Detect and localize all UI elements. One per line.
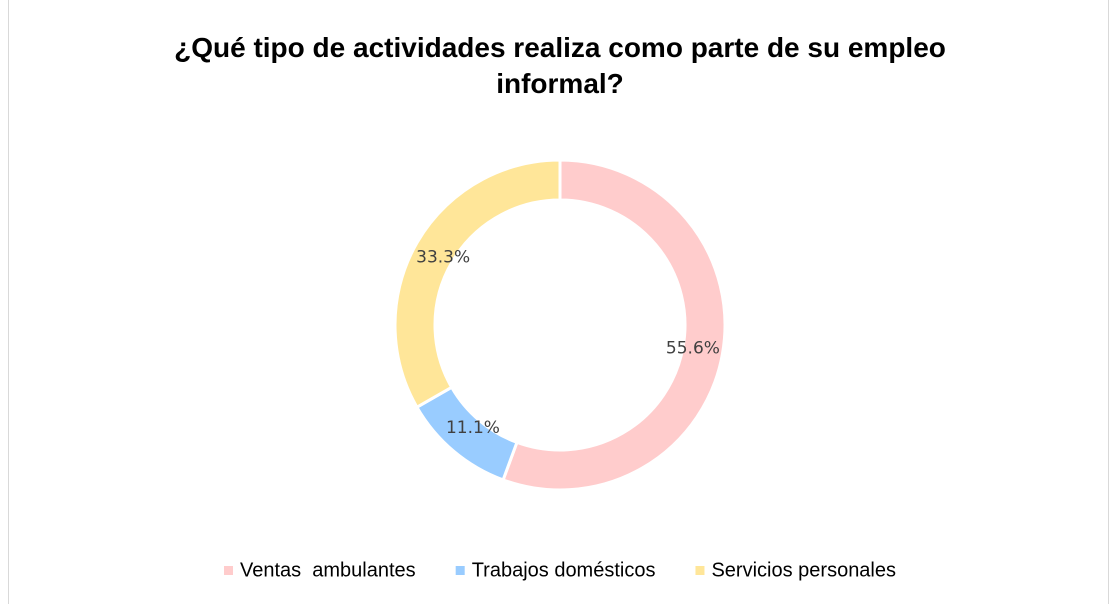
legend-label: Ventas ambulantes <box>240 559 416 581</box>
data-label: 55.6% <box>666 339 720 359</box>
legend-label: Servicios personales <box>711 559 896 581</box>
legend-marker <box>455 566 465 575</box>
chart-border <box>8 0 1109 604</box>
legend-label: Trabajos domésticos <box>472 559 656 581</box>
data-label: 11.1% <box>446 418 500 438</box>
slice <box>393 158 562 410</box>
chart-title: ¿Qué tipo de actividades realiza como pa… <box>174 32 946 99</box>
legend-marker <box>695 566 705 575</box>
data-label: 33.3% <box>416 247 470 267</box>
legend-marker <box>224 566 233 575</box>
slice <box>501 158 727 492</box>
